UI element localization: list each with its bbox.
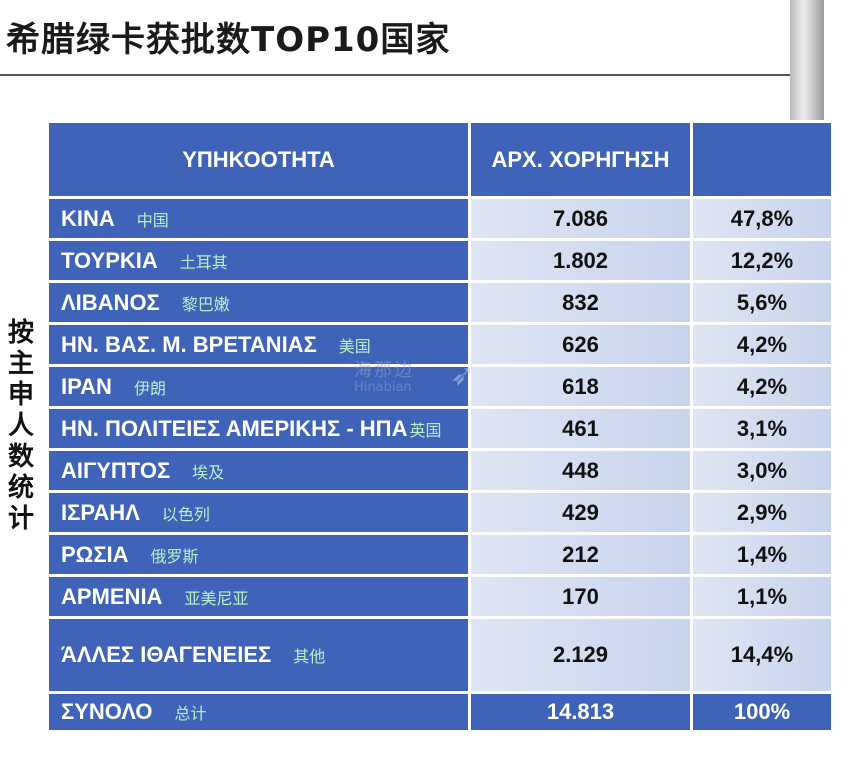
country-cell: ΚΙΝΑ 中国 [49,199,468,238]
grants-count: 461 [471,409,690,448]
table-row: ΑΡΜΕΝΙΑ 亚美尼亚 170 1,1% [49,577,831,616]
table-row: ΑΙΓΥΠΤΟΣ 埃及 448 3,0% [49,451,831,490]
table-row: ΙΡΑΝ 伊朗 618 4,2% [49,367,831,406]
grants-percent: 5,6% [693,283,831,322]
header-grants: ΑΡΧ. ΧΟΡΗΓΗΣΗ [471,123,690,196]
country-cell: ΗΝ. ΠΟΛΙΤΕΙΕΣ ΑΜΕΡΙΚΗΣ - ΗΠΑ 英国 [49,409,468,448]
table-row: ΗΝ. ΒΑΣ. Μ. ΒΡΕΤΑΝΙΑΣ 美国 626 4,2% [49,325,831,364]
country-name: ΡΩΣΙΑ [61,541,129,567]
total-percent: 100% [693,694,831,730]
table-row: ΡΩΣΙΑ 俄罗斯 212 1,4% [49,535,831,574]
grants-count: 170 [471,577,690,616]
grants-count: 1.802 [471,241,690,280]
header-percent [693,123,831,196]
country-name-cn: 以色列 [161,504,210,524]
country-cell: ΛΙΒΑΝΟΣ 黎巴嫩 [49,283,468,322]
country-cell: ΑΡΜΕΝΙΑ 亚美尼亚 [49,577,468,616]
country-name: ΗΝ. ΒΑΣ. Μ. ΒΡΕΤΑΝΙΑΣ [61,331,317,357]
total-label-cn: 总计 [174,704,207,723]
grants-percent: 3,1% [693,409,831,448]
total-label: ΣΥΝΟΛΟ [61,699,153,724]
country-name-cn: 中国 [136,210,169,230]
country-cell: ΆΛΛΕΣ ΙΘΑΓΕΝΕΙΕΣ 其他 [49,619,468,691]
table-row: ΛΙΒΑΝΟΣ 黎巴嫩 832 5,6% [49,283,831,322]
country-name: ΗΝ. ΠΟΛΙΤΕΙΕΣ ΑΜΕΡΙΚΗΣ - ΗΠΑ [61,415,408,441]
table-row: ΆΛΛΕΣ ΙΘΑΓΕΝΕΙΕΣ 其他 2.129 14,4% [49,619,831,691]
title-divider [0,74,790,76]
total-label-cell: ΣΥΝΟΛΟ 总计 [49,694,468,730]
country-name: ΙΣΡΑΗΛ [61,499,140,525]
total-row: ΣΥΝΟΛΟ 总计 14.813 100% [49,694,831,730]
grants-count: 2.129 [471,619,690,691]
table-row: ΙΣΡΑΗΛ 以色列 429 2,9% [49,493,831,532]
grants-percent: 3,0% [693,451,831,490]
country-name-cn: 亚美尼亚 [184,588,249,608]
country-cell: ΗΝ. ΒΑΣ. Μ. ΒΡΕΤΑΝΙΑΣ 美国 [49,325,468,364]
country-cell: ΑΙΓΥΠΤΟΣ 埃及 [49,451,468,490]
grants-percent: 2,9% [693,493,831,532]
country-name: ΛΙΒΑΝΟΣ [61,289,160,315]
grants-percent: 4,2% [693,325,831,364]
grants-count: 429 [471,493,690,532]
grants-percent: 1,4% [693,535,831,574]
header-nationality: ΥΠΗΚΟΟΤΗΤΑ [49,123,468,196]
country-name: ΤΟΥΡΚΙΑ [61,247,158,273]
grants-percent: 12,2% [693,241,831,280]
country-name: ΙΡΑΝ [61,373,112,399]
country-name-cn: 英国 [409,420,442,440]
country-name-cn: 土耳其 [179,252,228,272]
grants-count: 618 [471,367,690,406]
country-cell: ΙΣΡΑΗΛ 以色列 [49,493,468,532]
country-name: ΚΙΝΑ [61,205,115,231]
grants-count: 212 [471,535,690,574]
country-name: ΑΙΓΥΠΤΟΣ [61,457,171,483]
greek-green-card-table: ΥΠΗΚΟΟΤΗΤΑ ΑΡΧ. ΧΟΡΗΓΗΣΗ ΚΙΝΑ 中国 7.086 47… [46,120,834,733]
country-name-cn: 美国 [338,336,371,356]
grants-percent: 47,8% [693,199,831,238]
grants-percent: 1,1% [693,577,831,616]
country-name-cn: 伊朗 [133,378,166,398]
grants-percent: 4,2% [693,367,831,406]
grants-count: 7.086 [471,199,690,238]
country-name-cn: 其他 [293,647,326,666]
table-header-row: ΥΠΗΚΟΟΤΗΤΑ ΑΡΧ. ΧΟΡΗΓΗΣΗ [49,123,831,196]
grants-count: 832 [471,283,690,322]
table-row: ΗΝ. ΠΟΛΙΤΕΙΕΣ ΑΜΕΡΙΚΗΣ - ΗΠΑ 英国 461 3,1% [49,409,831,448]
grants-count: 626 [471,325,690,364]
decorative-bar [790,0,824,120]
country-cell: ΙΡΑΝ 伊朗 [49,367,468,406]
table-row: ΤΟΥΡΚΙΑ 土耳其 1.802 12,2% [49,241,831,280]
country-name-cn: 黎巴嫩 [181,294,230,314]
side-label: 按主申人数统计 [7,318,34,534]
grants-percent: 14,4% [693,619,831,691]
table-row: ΚΙΝΑ 中国 7.086 47,8% [49,199,831,238]
country-name-cn: 埃及 [192,462,225,482]
total-count: 14.813 [471,694,690,730]
country-name: ΆΛΛΕΣ ΙΘΑΓΕΝΕΙΕΣ [61,642,272,667]
country-cell: ΡΩΣΙΑ 俄罗斯 [49,535,468,574]
country-name-cn: 俄罗斯 [150,546,199,566]
country-name: ΑΡΜΕΝΙΑ [61,583,163,609]
page-title: 希腊绿卡获批数TOP10国家 [6,20,451,60]
grants-count: 448 [471,451,690,490]
country-cell: ΤΟΥΡΚΙΑ 土耳其 [49,241,468,280]
